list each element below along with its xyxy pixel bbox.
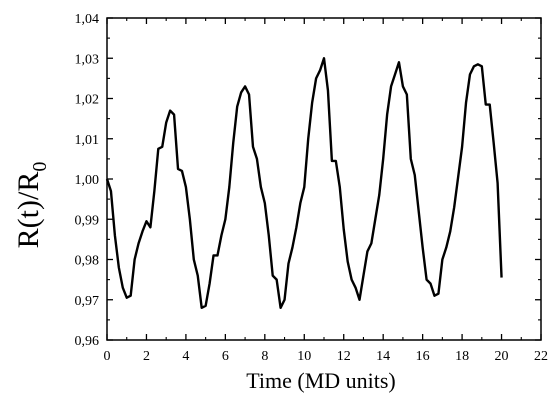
x-tick-label: 0	[104, 349, 111, 364]
y-tick-label: 0,99	[75, 213, 100, 228]
x-tick-label: 22	[534, 349, 548, 364]
y-tick-label: 1,02	[75, 93, 100, 108]
y-tick-label: 0,98	[75, 254, 100, 269]
x-axis-title: Time (MD units)	[246, 368, 396, 393]
x-tick-label: 14	[376, 349, 390, 364]
y-tick-labels: 0,96 0,97 0,98 0,99 1,00 1,01 1,02 1,03 1,04	[75, 12, 100, 349]
y-axis-title: R(t)/R0	[12, 162, 51, 249]
x-tick-label: 18	[455, 349, 469, 364]
x-tick-label: 16	[416, 349, 430, 364]
x-tick-label: 6	[222, 349, 229, 364]
x-tick-label: 4	[182, 349, 189, 364]
y-axis-title-subscript: 0	[29, 162, 51, 172]
x-tick-label: 12	[337, 349, 351, 364]
y-tick-label: 1,00	[75, 173, 100, 188]
x-tick-label: 8	[261, 349, 268, 364]
series-line	[105, 57, 503, 309]
y-tick-label: 1,03	[75, 52, 100, 67]
x-tick-label: 2	[143, 349, 150, 364]
x-tick-labels: 0 2 4 6 8 10 12 14 16 18 20 22	[104, 349, 549, 364]
y-tick-label: 0,96	[75, 334, 100, 349]
x-tick-label: 10	[297, 349, 311, 364]
y-tick-label: 1,04	[75, 12, 100, 27]
x-tick-label: 20	[495, 349, 509, 364]
y-tick-label: 0,97	[75, 294, 100, 309]
y-axis-title-main: R(t)/R	[12, 172, 45, 249]
y-tick-label: 1,01	[75, 133, 100, 148]
